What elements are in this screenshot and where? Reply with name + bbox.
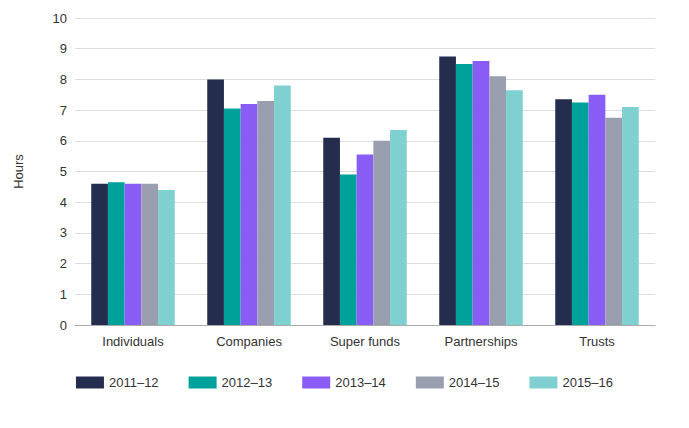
- svg-text:2012–13: 2012–13: [222, 375, 273, 390]
- svg-text:10: 10: [53, 11, 67, 26]
- svg-text:6: 6: [60, 133, 67, 148]
- svg-text:Partnerships: Partnerships: [445, 334, 518, 349]
- svg-text:2: 2: [60, 256, 67, 271]
- svg-text:7: 7: [60, 103, 67, 118]
- svg-text:0: 0: [60, 318, 67, 333]
- svg-text:4: 4: [60, 195, 67, 210]
- svg-text:3: 3: [60, 225, 67, 240]
- svg-text:2014–15: 2014–15: [449, 375, 500, 390]
- svg-text:Trusts: Trusts: [579, 334, 615, 349]
- svg-text:2013–14: 2013–14: [335, 375, 386, 390]
- svg-text:5: 5: [60, 164, 67, 179]
- svg-text:Individuals: Individuals: [102, 334, 164, 349]
- svg-text:8: 8: [60, 72, 67, 87]
- svg-text:2011–12: 2011–12: [109, 375, 159, 390]
- svg-text:1: 1: [60, 287, 67, 302]
- svg-text:Super funds: Super funds: [330, 334, 401, 349]
- svg-text:Companies: Companies: [216, 334, 282, 349]
- svg-text:9: 9: [60, 41, 67, 56]
- svg-text:2015–16: 2015–16: [562, 375, 613, 390]
- svg-text:Hours: Hours: [11, 154, 26, 189]
